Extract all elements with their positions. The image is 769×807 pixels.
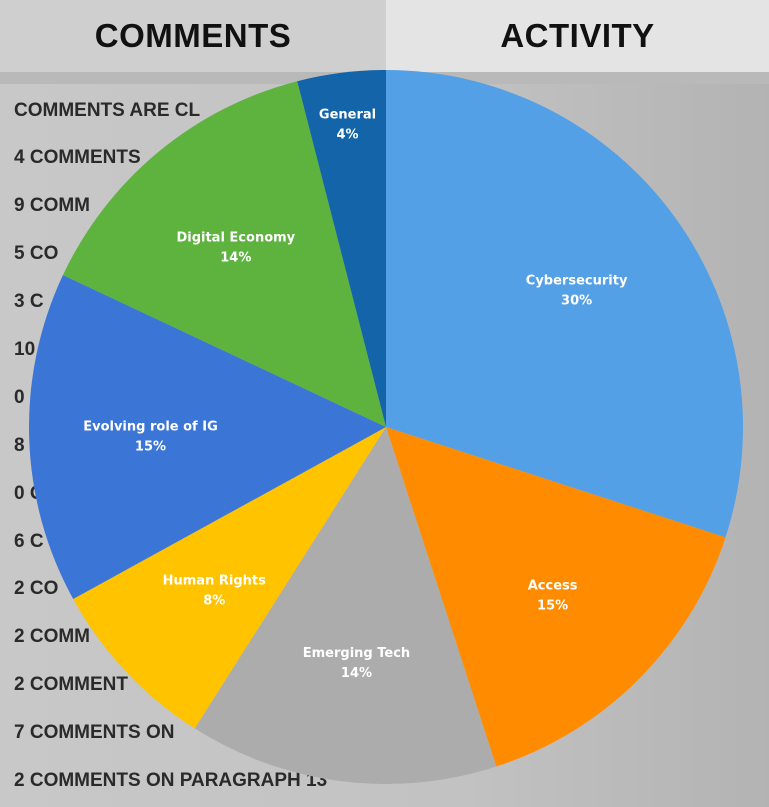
pie-slice-evolving-role-of-ig [28,274,387,599]
slice-label: Cybersecurity [526,274,628,289]
list-item[interactable]: 4 COMMENTS [14,147,141,168]
slice-percent-label: 8% [203,593,225,608]
list-item[interactable]: 2 CO [14,578,59,599]
pie-slice-human-rights [73,427,387,729]
pie-slice-general [297,70,386,427]
list-item[interactable]: 3 C [14,291,44,312]
list-item[interactable]: 10 [14,339,36,360]
slice-percent-label: 14% [341,666,372,681]
tab-comments[interactable]: COMMENTS [0,0,386,72]
list-item[interactable]: 7 COMMENTS ON [14,722,175,743]
slice-label: Human Rights [163,573,266,588]
slice-label: General [319,107,376,122]
pie-slice-cybersecurity [386,70,743,538]
pie-slice-emerging-tech [194,427,497,784]
tab-activity[interactable]: ACTIVITY [386,0,769,72]
list-item[interactable]: 5 CO [14,243,59,264]
slice-label: Evolving role of IG [83,419,218,434]
list-item[interactable]: 9 COMM [14,195,90,216]
slice-label: Access [528,579,578,594]
list-item[interactable]: 6 C [14,531,44,552]
list-item[interactable]: 2 COMM [14,626,90,647]
list-item[interactable]: 8 [14,435,25,456]
slice-label: Emerging Tech [303,646,410,661]
list-item[interactable]: COMMENTS ARE CL [14,100,201,121]
list-item[interactable]: 2 COMMENT [14,674,128,695]
slice-label: Digital Economy [176,230,295,245]
slice-percent-label: 4% [336,127,358,142]
slice-percent-label: 15% [537,599,568,614]
pie-slice-digital-economy [62,81,386,427]
tab-bar: COMMENTS ACTIVITY [0,0,769,72]
slice-percent-label: 14% [220,250,251,265]
slice-percent-label: 15% [135,439,166,454]
pie-slice-access [386,427,726,767]
slice-percent-label: 30% [561,294,592,309]
list-item[interactable]: 0 [14,387,25,408]
list-item[interactable]: 2 COMMENTS ON PARAGRAPH 13 [14,770,328,791]
